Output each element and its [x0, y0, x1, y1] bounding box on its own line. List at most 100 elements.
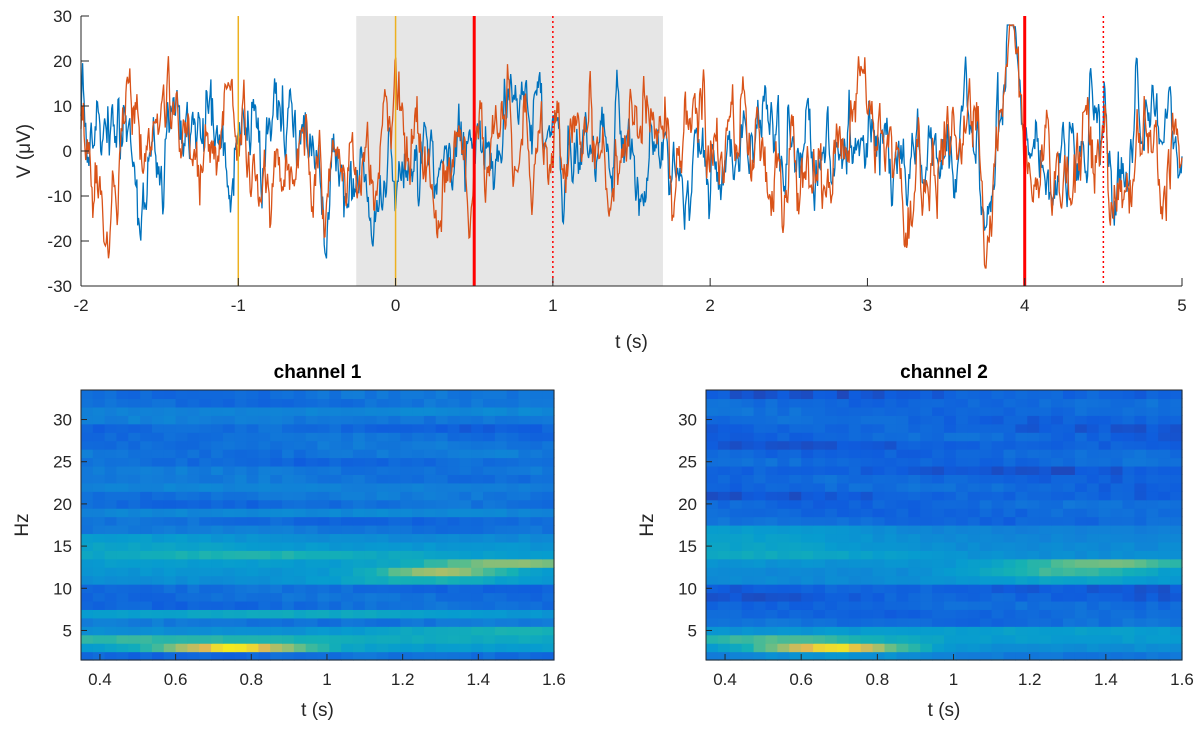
- heatmap-cell: [1027, 558, 1040, 568]
- heatmap-cell: [270, 584, 283, 594]
- heatmap-cell: [400, 541, 413, 551]
- heatmap-cell: [908, 600, 921, 610]
- heatmap-cell: [246, 440, 259, 450]
- y-axis-label: V (μV): [14, 124, 35, 178]
- heatmap-cell: [116, 533, 129, 543]
- heatmap-cell: [187, 457, 200, 467]
- heatmap-cell: [1146, 634, 1159, 644]
- heatmap-cell: [1003, 575, 1016, 585]
- heatmap-cell: [1074, 457, 1088, 467]
- heatmap-cell: [258, 567, 271, 577]
- heatmap-cell: [1122, 533, 1135, 543]
- heatmap-cell: [908, 533, 921, 543]
- y-tick-label: 30: [53, 411, 72, 430]
- heatmap-cell: [825, 457, 838, 467]
- heatmap-cell: [282, 643, 295, 653]
- heatmap-cell: [991, 643, 1005, 653]
- heatmap-cell: [860, 634, 874, 644]
- heatmap-cell: [801, 491, 814, 501]
- heatmap-cell: [967, 592, 981, 602]
- heatmap-cell: [388, 465, 401, 475]
- heatmap-cell: [967, 575, 981, 585]
- heatmap-cell: [494, 600, 508, 610]
- heatmap-cell: [400, 457, 413, 467]
- heatmap-cell: [282, 592, 295, 602]
- heatmap-cell: [81, 482, 94, 492]
- heatmap-cell: [341, 634, 354, 644]
- heatmap-cell: [1110, 617, 1124, 627]
- heatmap-cell: [1122, 432, 1135, 442]
- heatmap-cell: [765, 457, 778, 467]
- heatmap-cell: [1015, 558, 1028, 568]
- heatmap-cell: [920, 550, 933, 560]
- heatmap-cell: [729, 584, 743, 594]
- heatmap-cell: [258, 584, 271, 594]
- heatmap-cell: [932, 609, 945, 619]
- heatmap-cell: [81, 651, 94, 661]
- heatmap-cell: [329, 390, 342, 400]
- heatmap-cell: [483, 617, 496, 627]
- heatmap-cell: [979, 643, 993, 653]
- heatmap-cell: [706, 474, 719, 484]
- heatmap-cell: [1170, 584, 1183, 594]
- heatmap-cell: [163, 474, 177, 484]
- heatmap-cell: [222, 541, 236, 551]
- heatmap-cell: [789, 592, 802, 602]
- heatmap-cell: [412, 432, 425, 442]
- heatmap-cell: [1051, 423, 1064, 433]
- heatmap-cell: [741, 482, 755, 492]
- heatmap-cell: [741, 516, 755, 526]
- heatmap-cell: [944, 617, 957, 627]
- heatmap-cell: [234, 415, 248, 425]
- heatmap-cell: [825, 584, 838, 594]
- heatmap-cell: [530, 600, 543, 610]
- heatmap-cell: [1074, 474, 1088, 484]
- heatmap-cell: [270, 457, 283, 467]
- heatmap-cell: [825, 491, 838, 501]
- heatmap-cell: [211, 516, 224, 526]
- heatmap-cell: [955, 584, 969, 594]
- heatmap-cell: [1051, 449, 1064, 459]
- heatmap-cell: [1134, 525, 1147, 535]
- heatmap-cell: [364, 390, 378, 400]
- heatmap-cell: [81, 499, 94, 509]
- heatmap-cell: [1158, 406, 1171, 416]
- heatmap-cell: [860, 508, 874, 518]
- heatmap-cell: [128, 423, 141, 433]
- heatmap-cell: [967, 541, 981, 551]
- heatmap-cell: [81, 406, 94, 416]
- heatmap-cell: [494, 415, 508, 425]
- heatmap-cell: [920, 491, 933, 501]
- heatmap-cell: [836, 482, 850, 492]
- heatmap-cell: [412, 390, 425, 400]
- heatmap-cell: [1110, 423, 1124, 433]
- heatmap-cell: [542, 533, 555, 543]
- heatmap-cell: [884, 617, 897, 627]
- heatmap-cell: [423, 423, 437, 433]
- heatmap-cell: [729, 449, 743, 459]
- heatmap-cell: [163, 643, 177, 653]
- heatmap-cell: [530, 415, 543, 425]
- heatmap-cell: [506, 449, 520, 459]
- heatmap-cell: [1158, 541, 1171, 551]
- heatmap-cell: [92, 600, 106, 610]
- x-tick-label: 2: [705, 296, 714, 315]
- heatmap-cell: [293, 609, 307, 619]
- heatmap-cell: [741, 457, 755, 467]
- heatmap-cell: [317, 558, 330, 568]
- heatmap-cell: [789, 390, 802, 400]
- heatmap-cell: [765, 617, 778, 627]
- heatmap-cell: [518, 423, 531, 433]
- heatmap-cell: [175, 592, 189, 602]
- heatmap-cell: [175, 398, 189, 408]
- heatmap-cell: [187, 558, 200, 568]
- heatmap-cell: [92, 533, 106, 543]
- heatmap-cell: [140, 541, 153, 551]
- heatmap-cell: [222, 482, 236, 492]
- heatmap-cell: [1146, 584, 1159, 594]
- heatmap-cell: [908, 499, 921, 509]
- heatmap-cell: [729, 567, 743, 577]
- heatmap-cell: [777, 508, 790, 518]
- heatmap-cell: [729, 482, 743, 492]
- heatmap-cell: [706, 626, 719, 636]
